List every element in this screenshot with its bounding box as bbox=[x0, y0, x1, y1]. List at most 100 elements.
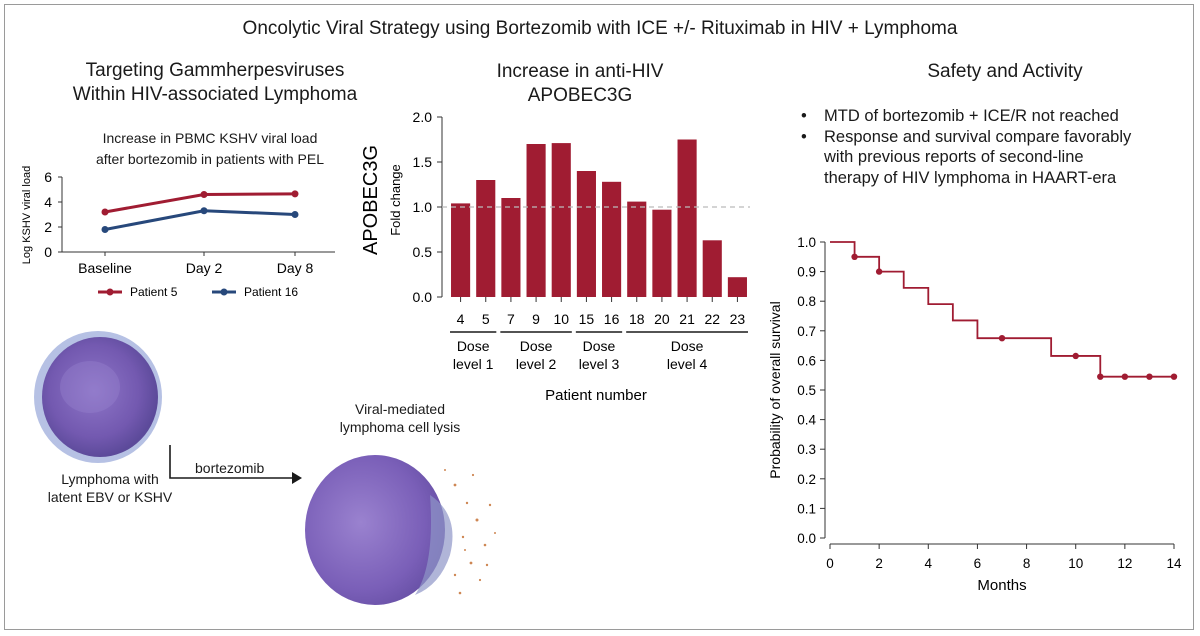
apobec-bar bbox=[576, 171, 596, 297]
right-heading: Safety and Activity bbox=[927, 61, 1083, 82]
apobec-x-tick-label: 20 bbox=[654, 311, 670, 327]
apobec-bar bbox=[702, 240, 722, 297]
left-heading-line1: Targeting Gammherpesviruses bbox=[85, 60, 345, 81]
figure-frame bbox=[4, 4, 1194, 630]
lysis-label-line1: Viral-mediated bbox=[354, 401, 445, 417]
km-y-tick-label: 0.0 bbox=[797, 531, 816, 546]
bullet-continuation-text: therapy of HIV lymphoma in HAART-era bbox=[824, 168, 1117, 187]
bortezomib-arrow bbox=[169, 445, 302, 484]
apobec-x-tick-label: 15 bbox=[579, 311, 595, 327]
apobec-bar bbox=[551, 143, 571, 297]
km-censor-mark bbox=[1121, 373, 1129, 380]
lymphoma-cell-label-line2: latent EBV or KSHV bbox=[47, 489, 173, 505]
km-x-tick-label: 8 bbox=[1023, 556, 1031, 571]
km-x-tick-label: 6 bbox=[974, 556, 982, 571]
apobec-bar bbox=[476, 180, 496, 297]
apobec-x-tick-label: 7 bbox=[507, 311, 515, 327]
km-y-tick-label: 1.0 bbox=[797, 235, 816, 250]
bullet-item: Response and survival compare favorably bbox=[795, 127, 1131, 148]
apobec3g-bar-chart: 0.0 0.5 1.0 1.5 2.0 4 5 7 9 10 15 16 18 20 21 22 23 Dose l… bbox=[360, 109, 750, 404]
kshv-legend-label: Patient 16 bbox=[244, 285, 298, 299]
dose-group-label: Dose bbox=[457, 338, 490, 354]
apobec-x-tick-label: 22 bbox=[704, 311, 720, 327]
kshv-data-point bbox=[291, 190, 299, 198]
km-y-tick-label: 0.1 bbox=[797, 501, 816, 516]
km-censor-mark bbox=[875, 268, 883, 275]
bullet-continuation-text: with previous reports of second-line bbox=[824, 148, 1084, 166]
apobec-y-tick-label: 2.0 bbox=[413, 109, 433, 125]
km-y-tick-label: 0.8 bbox=[797, 294, 816, 309]
apobec-y-axis-title: APOBEC3G bbox=[360, 145, 382, 255]
km-censor-mark bbox=[1170, 373, 1178, 380]
figure-title: Oncolytic Viral Strategy using Bortezomi… bbox=[242, 18, 958, 39]
dose-group-label: level 1 bbox=[453, 356, 494, 372]
apobec-bar bbox=[526, 144, 546, 297]
dose-group-label: level 2 bbox=[516, 356, 557, 372]
kshv-y-tick-label: 4 bbox=[44, 194, 52, 210]
kshv-y-tick-label: 6 bbox=[44, 169, 52, 185]
lymphoma-cell-label: Lymphoma with latent EBV or KSHV bbox=[10, 470, 210, 506]
km-survival-curve bbox=[830, 241, 1174, 378]
apobec-x-tick-label: 18 bbox=[629, 311, 645, 327]
apobec-bar bbox=[627, 201, 647, 297]
kshv-data-point bbox=[101, 208, 109, 216]
middle-heading: Increase in anti-HIV APOBEC3G bbox=[450, 60, 710, 108]
km-y-tick-label: 0.5 bbox=[797, 383, 816, 398]
apobec-x-tick-label: 5 bbox=[482, 311, 490, 327]
apobec-y-axis-label: Fold change bbox=[388, 164, 403, 236]
lymphoma-cell-label-line1: Lymphoma with bbox=[61, 471, 159, 487]
km-censor-mark bbox=[851, 253, 858, 260]
lysed-cell-image bbox=[305, 455, 496, 605]
kshv-series-line bbox=[104, 192, 296, 214]
bullet-continuation: therapy of HIV lymphoma in HAART-era bbox=[795, 168, 1131, 189]
km-censor-mark bbox=[1072, 352, 1079, 360]
dose-group-label: level 3 bbox=[579, 356, 620, 372]
kshv-data-point bbox=[291, 211, 299, 218]
dose-group-label: Dose bbox=[671, 338, 704, 354]
km-y-tick-label: 0.3 bbox=[797, 442, 816, 457]
lysis-label-line2: lymphoma cell lysis bbox=[339, 419, 461, 435]
kshv-data-point bbox=[101, 226, 109, 233]
apobec-bar bbox=[451, 203, 471, 297]
apobec-y-tick-label: 0.5 bbox=[413, 244, 433, 260]
kshv-legend-marker bbox=[106, 288, 114, 296]
kshv-y-axis-label: Log KSHV viral load bbox=[21, 166, 33, 264]
kshv-viral-load-chart: 0 2 4 6 Baseline Day 2 Day 8 Log KSHV viral loa… bbox=[21, 166, 335, 299]
kshv-y-tick-label: 0 bbox=[44, 244, 52, 260]
km-y-tick-label: 0.2 bbox=[797, 472, 816, 487]
apobec-y-tick-label: 1.0 bbox=[413, 199, 433, 215]
apobec-y-tick-label: 0.0 bbox=[413, 289, 433, 305]
dose-group-label: Dose bbox=[520, 338, 553, 354]
bullet-item: MTD of bortezomib + ICE/R not reached bbox=[795, 106, 1131, 127]
km-y-tick-label: 0.4 bbox=[797, 413, 816, 428]
km-y-tick-label: 0.6 bbox=[797, 353, 816, 368]
km-x-tick-label: 12 bbox=[1117, 556, 1132, 571]
km-y-tick-label: 0.7 bbox=[797, 324, 816, 339]
left-heading-line2: Within HIV-associated Lymphoma bbox=[72, 84, 358, 105]
bullet-continuation: with previous reports of second-line bbox=[795, 147, 1131, 168]
kshv-legend-marker bbox=[220, 288, 228, 296]
kshv-series-line bbox=[104, 209, 296, 231]
apobec-bar bbox=[677, 139, 697, 297]
bortezomib-label: bortezomib bbox=[195, 460, 265, 476]
apobec-bar bbox=[652, 209, 672, 297]
km-x-tick-label: 4 bbox=[925, 556, 933, 571]
survival-km-chart: 0.0 0.1 0.2 0.3 0.4 0.5 0.6 0.7 0.8 0.9 1.0 0 2 4 6 8 10… bbox=[767, 235, 1182, 594]
kshv-chart-title: Increase in PBMC KSHV viral load after b… bbox=[60, 128, 360, 170]
apobec-x-tick-label: 9 bbox=[532, 311, 540, 327]
km-x-tick-label: 14 bbox=[1166, 556, 1182, 571]
safety-bullet-list: MTD of bortezomib + ICE/R not reached Re… bbox=[795, 106, 1131, 188]
middle-heading-line1: Increase in anti-HIV bbox=[496, 61, 664, 82]
kshv-x-tick-label: Day 8 bbox=[277, 260, 314, 276]
kshv-legend-label: Patient 5 bbox=[130, 285, 178, 299]
apobec-x-tick-label: 21 bbox=[679, 311, 695, 327]
kshv-x-tick-label: Baseline bbox=[78, 260, 132, 276]
km-y-axis-label: Probability of overall survival bbox=[767, 301, 783, 478]
lymphoma-cell-image bbox=[34, 331, 162, 463]
kshv-chart-title-line1: Increase in PBMC KSHV viral load bbox=[102, 130, 318, 146]
lysis-label: Viral-mediated lymphoma cell lysis bbox=[300, 400, 500, 436]
apobec-x-tick-label: 23 bbox=[730, 311, 746, 327]
apobec-x-axis-label: Patient number bbox=[545, 387, 647, 404]
kshv-chart-title-line2: after bortezomib in patients with PEL bbox=[95, 151, 324, 167]
dose-group-label: level 4 bbox=[667, 356, 708, 372]
